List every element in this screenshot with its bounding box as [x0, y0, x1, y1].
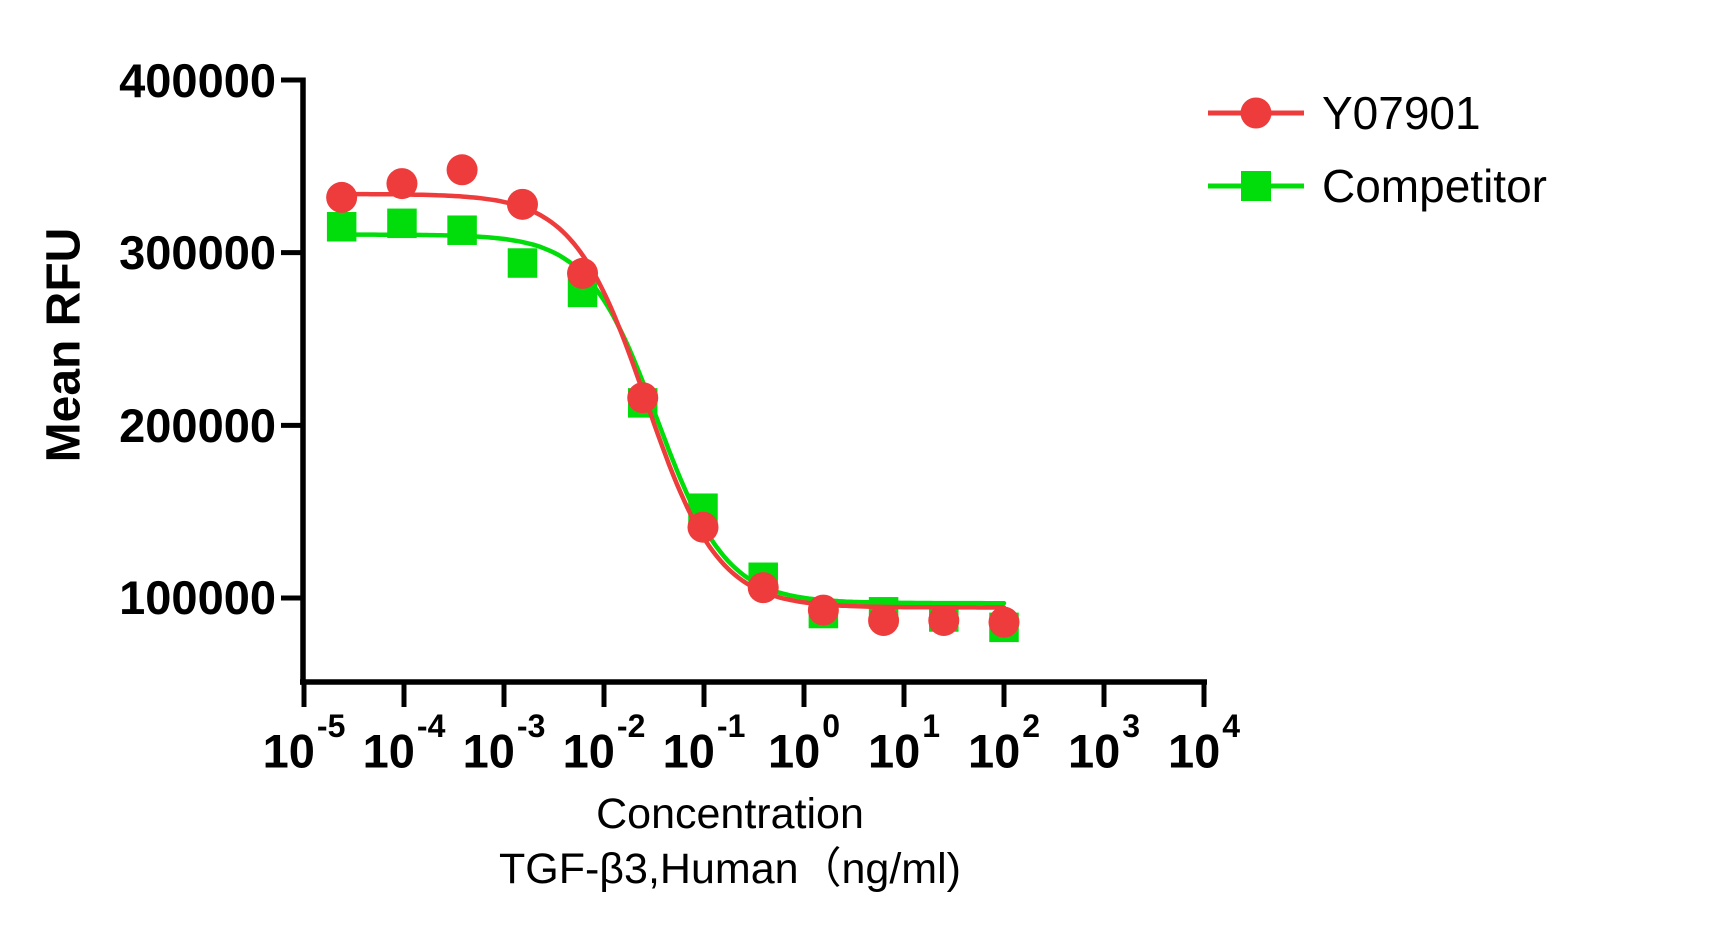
x-axis-title-line1: Concentration — [596, 790, 864, 838]
data-point-circle-y07901 — [687, 511, 719, 543]
legend-square-icon — [1241, 171, 1271, 201]
x-tick-label: 101 — [867, 708, 940, 778]
x-tick-label: 100 — [767, 708, 840, 778]
x-tick-label: 104 — [1167, 708, 1240, 778]
fit-curve-y07901 — [339, 191, 1007, 610]
data-point-circle-y07901 — [446, 154, 478, 186]
x-tick-label: 10-1 — [662, 708, 746, 778]
x-tick-label: 103 — [1067, 708, 1140, 778]
legend-marker — [1208, 164, 1304, 208]
x-axis-title-line2: TGF-β3,Human（ng/ml) — [499, 845, 961, 893]
x-tick-label: 10-4 — [362, 708, 446, 778]
data-point-circle-y07901 — [506, 188, 538, 220]
x-tick-exponent: -4 — [416, 708, 446, 744]
fit-curve-competitor — [339, 232, 1007, 606]
x-tick-exponent: 3 — [1122, 708, 1141, 744]
x-tick-base: 10 — [562, 724, 615, 778]
x-tick-base: 10 — [1067, 724, 1121, 778]
data-point-square-competitor — [507, 248, 538, 278]
x-tick-exponent: 0 — [822, 708, 841, 744]
legend-label: Y07901 — [1322, 87, 1481, 139]
legend-marker — [1208, 91, 1304, 135]
data-point-circle-y07901 — [567, 257, 599, 289]
y-tick-label: 200000 — [119, 399, 276, 452]
x-tick-base: 10 — [1167, 724, 1221, 778]
data-point-circle-y07901 — [326, 181, 358, 213]
x-tick-exponent: 2 — [1022, 708, 1041, 744]
y-tick-label: 300000 — [119, 226, 276, 279]
x-tick-base: 10 — [967, 724, 1021, 778]
x-tick-exponent: -1 — [716, 708, 746, 744]
data-point-circle-y07901 — [928, 604, 960, 636]
x-tick-base: 10 — [462, 724, 515, 778]
x-tick-exponent: 4 — [1222, 708, 1241, 744]
x-tick-base: 10 — [867, 724, 921, 778]
y-tick-label: 100000 — [119, 571, 276, 624]
data-point-circle-y07901 — [868, 604, 900, 636]
x-tick-label: 102 — [967, 708, 1040, 778]
x-tick-label: 10-5 — [262, 708, 346, 778]
x-tick-base: 10 — [262, 724, 315, 778]
x-tick-base: 10 — [362, 724, 415, 778]
data-point-circle-y07901 — [747, 572, 779, 604]
x-tick-label: 10-3 — [462, 708, 546, 778]
x-tick-base: 10 — [767, 724, 821, 778]
data-point-circle-y07901 — [386, 168, 418, 200]
data-point-circle-y07901 — [627, 382, 659, 414]
x-tick-exponent: -2 — [616, 708, 646, 744]
x-axis-title: Concentration TGF-β3,Human（ng/ml) — [499, 787, 961, 897]
x-tick-label: 10-2 — [562, 708, 646, 778]
data-point-square-competitor — [326, 212, 357, 242]
data-point-circle-y07901 — [807, 594, 839, 626]
x-tick-exponent: -5 — [316, 708, 346, 744]
x-tick-base: 10 — [662, 724, 715, 778]
legend-item-y07901: Y07901 — [1208, 87, 1547, 139]
data-point-square-competitor — [387, 208, 417, 239]
legend-label: Competitor — [1322, 160, 1547, 212]
legend: Y07901 Competitor — [1208, 87, 1547, 234]
x-tick-exponent: 1 — [922, 708, 941, 744]
x-tick-exponent: -3 — [516, 708, 546, 744]
data-point-circle-y07901 — [988, 606, 1020, 638]
y-tick-label: 400000 — [119, 54, 276, 107]
legend-circle-icon — [1240, 97, 1272, 129]
legend-item-competitor: Competitor — [1208, 160, 1547, 212]
data-point-square-competitor — [447, 215, 477, 245]
